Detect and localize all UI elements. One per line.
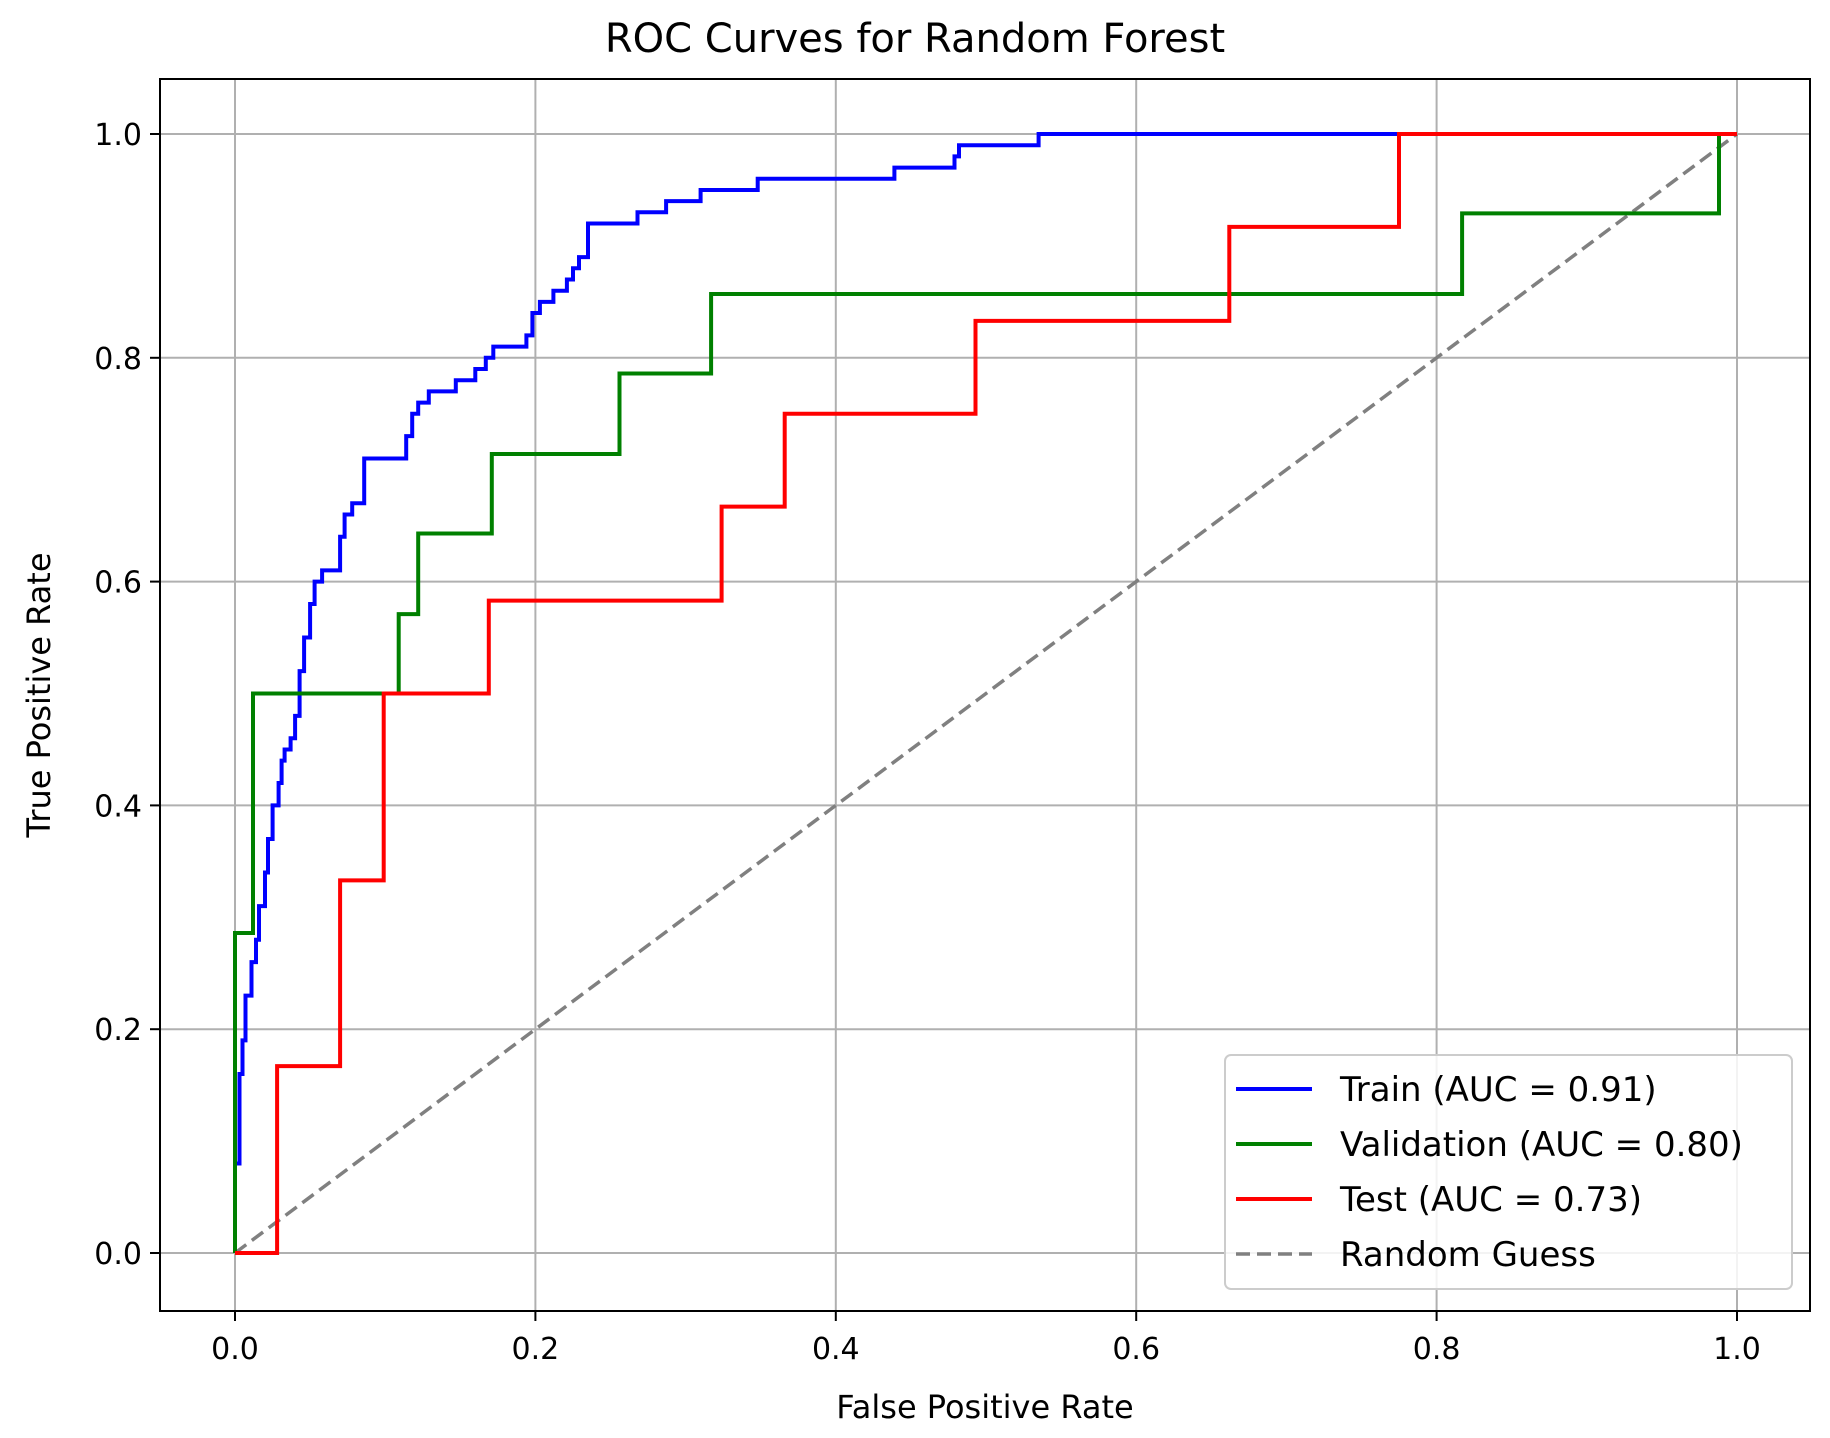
plot-area bbox=[233, 132, 1739, 1255]
y-tick-label: 0.6 bbox=[94, 566, 142, 601]
x-tick-label: 0.8 bbox=[1413, 1332, 1461, 1367]
legend-label: Validation (AUC = 0.80) bbox=[1340, 1125, 1743, 1165]
x-tick-label: 0.2 bbox=[512, 1332, 560, 1367]
series-line-random bbox=[233, 132, 1739, 1255]
series-line-train bbox=[235, 132, 1737, 1166]
ticks: 0.0 0.2 0.4 0.6 0.8 1.0 0.0 0.2 0.4 0.6 0.8 1.0 bbox=[94, 118, 1761, 1367]
x-tick-label: 1.0 bbox=[1713, 1332, 1761, 1367]
x-tick-label: 0.0 bbox=[211, 1332, 259, 1367]
y-tick-label: 0.0 bbox=[94, 1237, 142, 1272]
y-axis-label: True Positive Rate bbox=[20, 552, 58, 838]
x-tick-label: 0.4 bbox=[812, 1332, 860, 1367]
y-tick-label: 0.4 bbox=[94, 789, 142, 824]
series-line-validation bbox=[233, 132, 1737, 1253]
grid bbox=[160, 79, 1810, 1311]
legend: Train (AUC = 0.91) Validation (AUC = 0.80… bbox=[1224, 1054, 1793, 1290]
y-tick-label: 1.0 bbox=[94, 118, 142, 153]
chart-title: ROC Curves for Random Forest bbox=[605, 16, 1225, 62]
series-line-test bbox=[235, 132, 1737, 1255]
y-tick-label: 0.2 bbox=[94, 1013, 142, 1048]
legend-label: Random Guess bbox=[1340, 1235, 1596, 1275]
x-axis-label: False Positive Rate bbox=[836, 1388, 1133, 1426]
legend-box bbox=[1224, 1054, 1793, 1290]
legend-label: Test (AUC = 0.73) bbox=[1339, 1180, 1642, 1220]
y-tick-label: 0.8 bbox=[94, 342, 142, 377]
axes-frame bbox=[159, 78, 1811, 1312]
legend-label: Train (AUC = 0.91) bbox=[1339, 1070, 1657, 1110]
x-tick-label: 0.6 bbox=[1112, 1332, 1160, 1367]
